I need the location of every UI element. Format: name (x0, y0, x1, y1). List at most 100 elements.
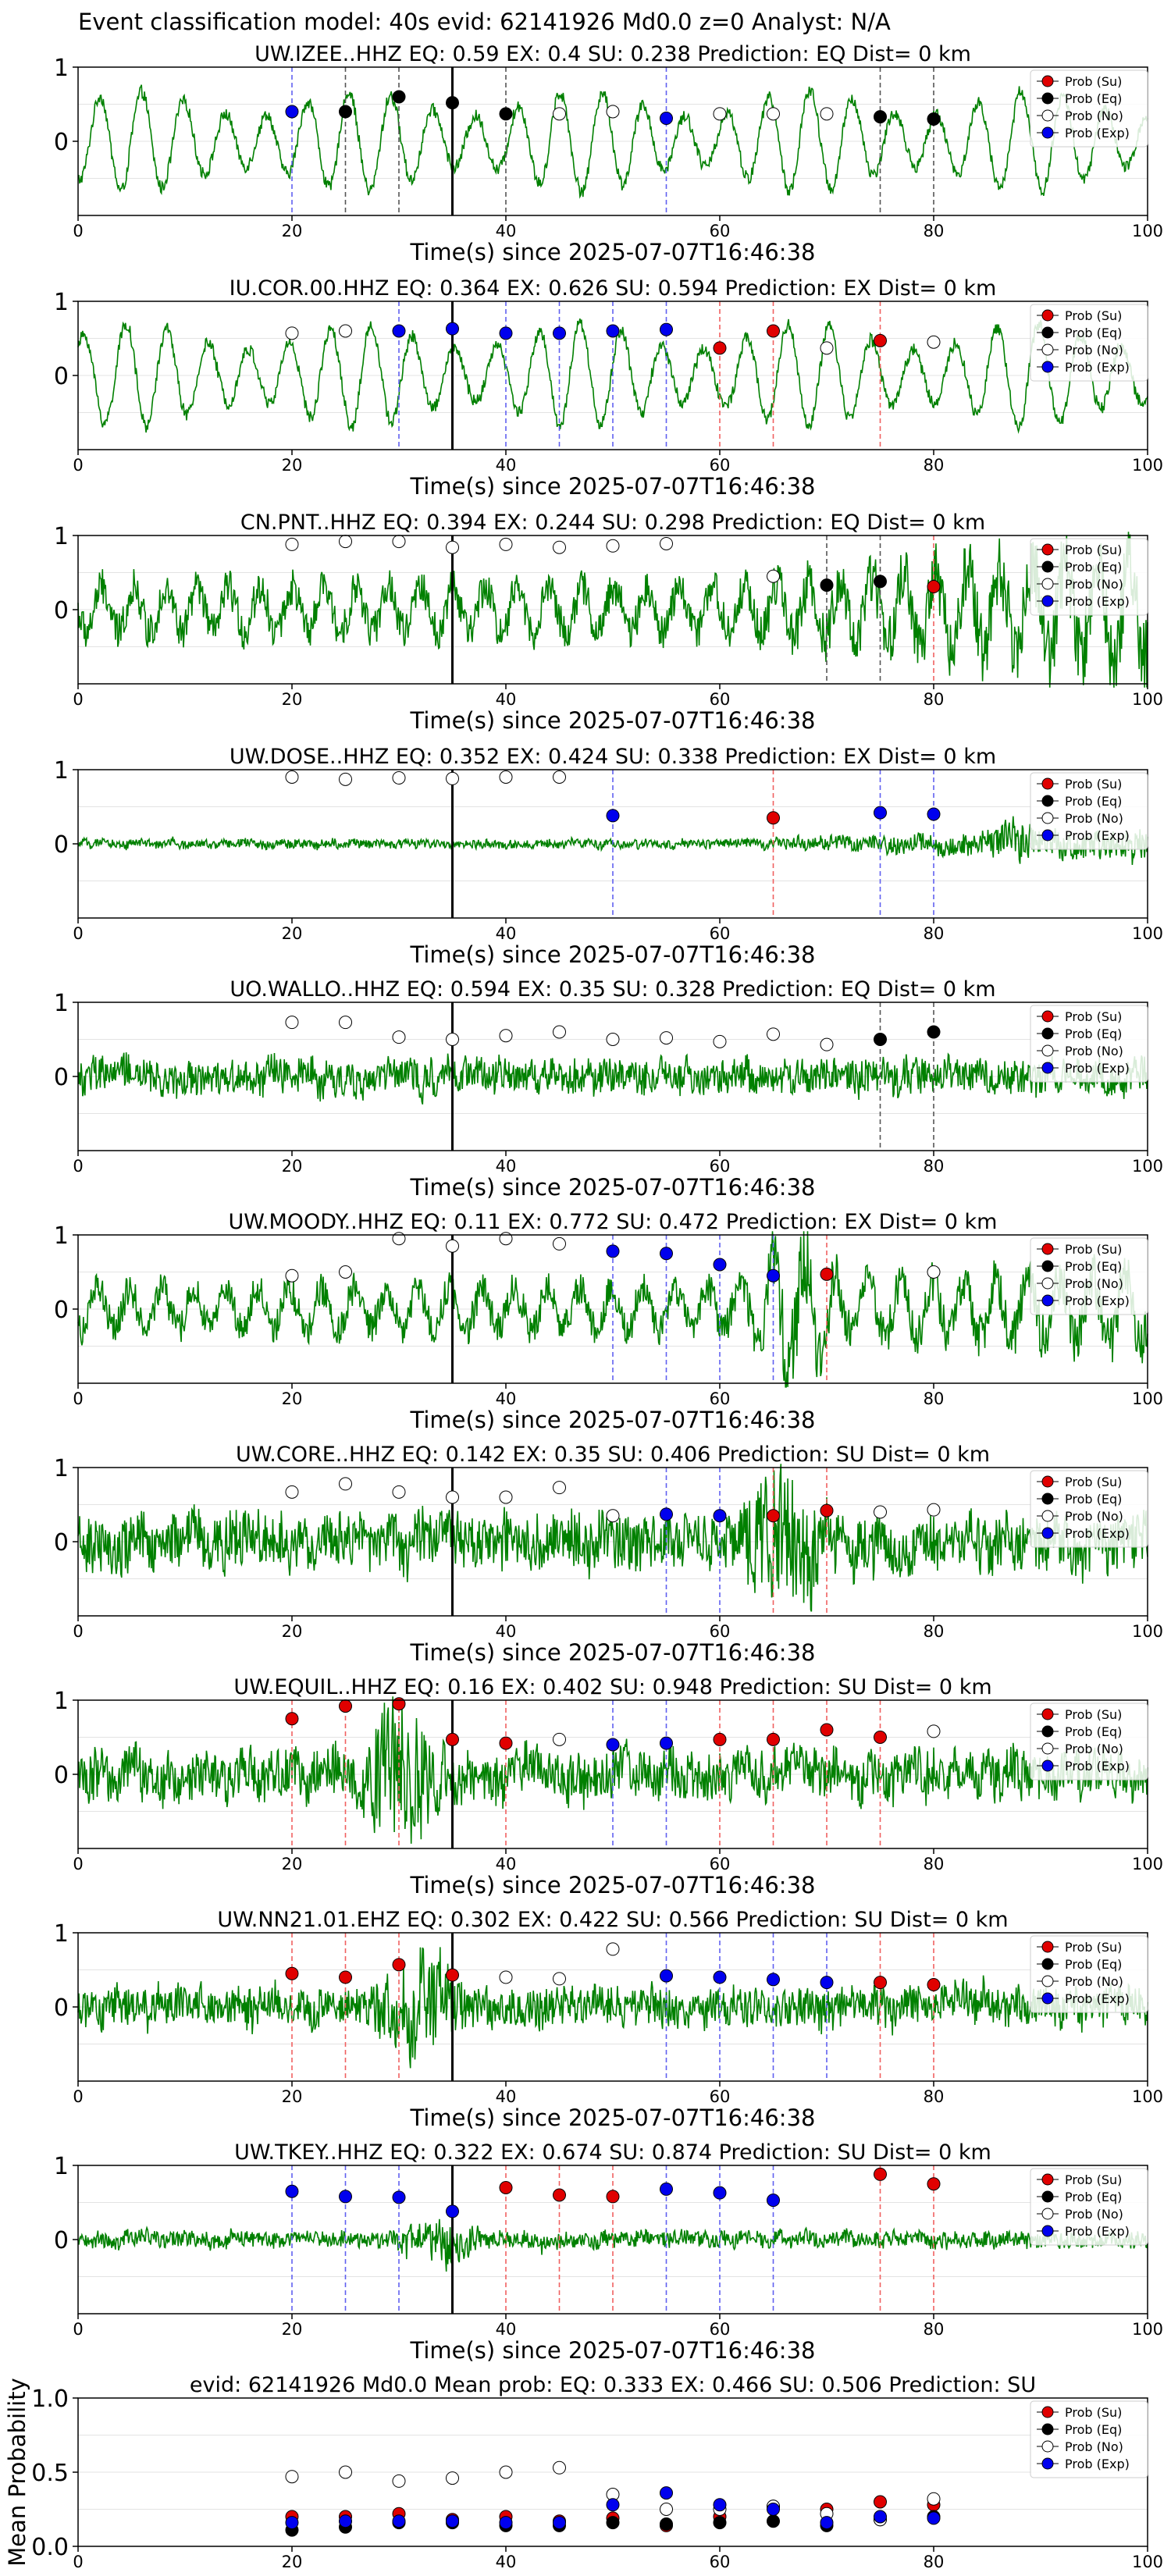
mean-point-exp (713, 2498, 727, 2512)
legend-marker-eq (1041, 1958, 1054, 1970)
prob-point-eq (874, 110, 887, 124)
prob-point-exp (446, 2204, 459, 2218)
x-tick-label: 40 (496, 924, 517, 943)
legend-marker-no (1041, 578, 1054, 590)
legend-label-no: Prob (No) (1065, 2207, 1123, 2222)
station-panel-7: UW.CORE..HHZ EQ: 0.142 EX: 0.35 SU: 0.40… (54, 1443, 1163, 1666)
prob-point-no (660, 536, 673, 550)
prob-point-no (767, 1027, 780, 1041)
prob-point-no (553, 770, 566, 784)
prob-point-exp (285, 105, 299, 119)
y-tick-label: 1 (54, 523, 69, 550)
prob-point-su (874, 1731, 887, 1744)
legend-box (1030, 1237, 1148, 1315)
prob-point-no (553, 1481, 566, 1495)
panel-title: UW.EQUIL..HHZ EQ: 0.16 EX: 0.402 SU: 0.9… (233, 1675, 991, 1699)
prob-point-no (767, 107, 780, 121)
prob-point-no (553, 540, 566, 554)
x-tick-label: 80 (924, 924, 945, 943)
x-tick-label: 0 (73, 1622, 83, 1641)
x-tick-label: 0 (73, 1855, 83, 1873)
x-tick-label: 80 (924, 1157, 945, 1176)
x-tick-label: 0 (73, 2320, 83, 2339)
x-tick-label: 60 (710, 1389, 731, 1408)
legend-label-eq: Prob (Eq) (1065, 1957, 1122, 1972)
legend-label-exp: Prob (Exp) (1065, 2457, 1130, 2471)
prob-point-su (767, 811, 780, 825)
legend-label-exp: Prob (Exp) (1065, 2224, 1130, 2239)
x-tick-label: 100 (1132, 2553, 1163, 2571)
x-axis-label: Time(s) since 2025-07-07T16:46:38 (410, 473, 816, 500)
legend-marker-eq (1041, 2190, 1054, 2203)
legend-label-su: Prob (Su) (1065, 308, 1122, 323)
prob-point-no (553, 1972, 566, 1986)
legend-box (1030, 2168, 1148, 2246)
legend-label-eq: Prob (Eq) (1065, 1026, 1122, 1041)
prob-point-no (392, 1232, 406, 1246)
mean-point-eq (767, 2514, 780, 2528)
legend-label-su: Prob (Su) (1065, 1940, 1122, 1955)
x-tick-label: 40 (496, 2087, 517, 2106)
prob-point-su (874, 333, 887, 347)
y-tick-label: 1 (54, 55, 69, 82)
prob-point-su (767, 1509, 780, 1523)
x-tick-label: 60 (710, 1622, 731, 1641)
prob-point-su (874, 2167, 887, 2181)
x-tick-label: 20 (282, 1855, 303, 1873)
legend-label-eq: Prob (Eq) (1065, 91, 1122, 106)
legend-marker-exp (1041, 1062, 1054, 1074)
prob-point-exp (767, 1973, 780, 1987)
prob-point-exp (660, 112, 673, 126)
prob-point-no (553, 1732, 566, 1746)
legend-marker-exp (1041, 126, 1054, 139)
panel-title: UW.CORE..HHZ EQ: 0.142 EX: 0.35 SU: 0.40… (236, 1443, 990, 1467)
prob-point-exp (713, 2186, 727, 2200)
y-tick-label: 0.5 (31, 2460, 69, 2487)
prob-point-exp (285, 2184, 299, 2198)
mean-point-exp (285, 2516, 299, 2530)
legend-label-exp: Prob (Exp) (1065, 1526, 1130, 1541)
x-tick-label: 20 (282, 456, 303, 475)
legend-label-su: Prob (Su) (1065, 1242, 1122, 1257)
prob-point-su (767, 324, 780, 338)
waveform-trace (77, 318, 1148, 434)
waveform-trace (77, 816, 1148, 866)
x-tick-label: 40 (496, 1157, 517, 1176)
mean-point-exp (392, 2514, 406, 2528)
prob-point-no (285, 770, 299, 784)
legend-marker-su (1041, 2406, 1054, 2418)
prob-point-exp (660, 1736, 673, 1750)
prob-point-su (713, 341, 727, 355)
prob-point-no (820, 107, 834, 121)
legend-label-exp: Prob (Exp) (1065, 1061, 1130, 1076)
panel-title: UW.NN21.01.EHZ EQ: 0.302 EX: 0.422 SU: 0… (217, 1908, 1008, 1932)
prob-point-no (499, 1490, 513, 1504)
x-axis-label: Time(s) since 2025-07-07T16:46:38 (410, 1174, 816, 1201)
prob-point-exp (339, 2190, 352, 2204)
x-tick-label: 80 (924, 1855, 945, 1873)
x-tick-label: 60 (710, 2087, 731, 2106)
x-tick-label: 20 (282, 1157, 303, 1176)
legend-label-su: Prob (Su) (1065, 777, 1122, 792)
prob-point-su (285, 1966, 299, 1980)
legend-label-su: Prob (Su) (1065, 1707, 1122, 1722)
prob-point-eq (499, 107, 513, 121)
prob-point-no (606, 105, 620, 119)
prob-point-no (499, 1970, 513, 1984)
legend-box (1030, 538, 1148, 616)
y-tick-label: 0 (54, 363, 69, 390)
legend-marker-no (1041, 1975, 1054, 1987)
legend-label-eq: Prob (Eq) (1065, 1724, 1122, 1739)
x-tick-label: 0 (73, 2553, 83, 2571)
prob-point-su (820, 1503, 834, 1517)
legend-label-su: Prob (Su) (1065, 543, 1122, 557)
prob-point-exp (767, 1268, 780, 1283)
prob-point-exp (446, 322, 459, 336)
legend-marker-su (1041, 1010, 1054, 1023)
legend-marker-no (1041, 812, 1054, 824)
x-tick-label: 100 (1132, 1389, 1163, 1408)
waveform-trace (77, 1464, 1148, 1612)
x-tick-label: 60 (710, 924, 731, 943)
x-tick-label: 60 (710, 1157, 731, 1176)
legend-label-su: Prob (Su) (1065, 1009, 1122, 1024)
